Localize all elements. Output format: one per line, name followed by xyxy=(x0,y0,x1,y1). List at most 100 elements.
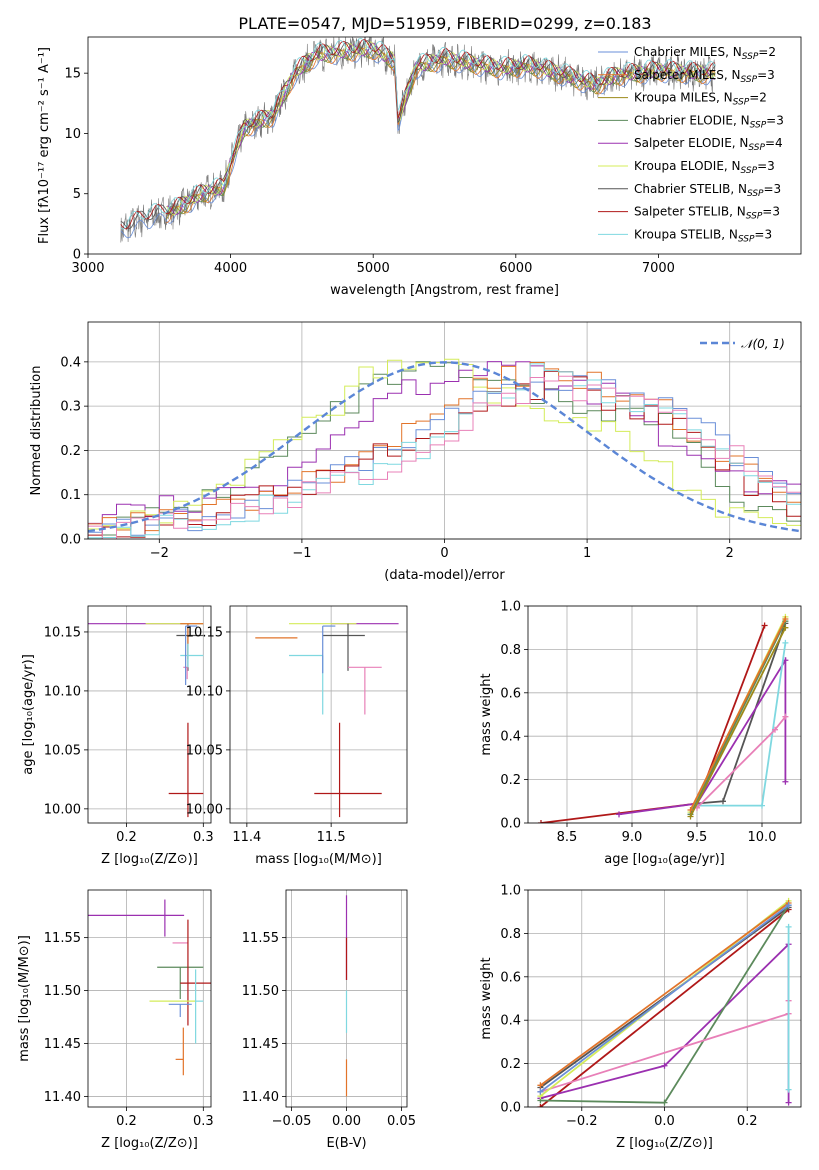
panel-age-vs-Z: 0.2 0.3 10.00 10.05 10.10 10.15 Z [log₁₀(Z/Z⊙)… xyxy=(21,606,214,867)
x-tick-label: 0.0 xyxy=(654,1114,675,1129)
y-tick-label: 11.40 xyxy=(242,1090,279,1105)
weight-marker-kroupa_stelib xyxy=(782,640,788,646)
x-tick-label: −0.05 xyxy=(272,1114,312,1129)
plot-area xyxy=(255,624,398,817)
x-tick-label: 8.5 xyxy=(557,830,578,845)
x-tick-label: 0 xyxy=(440,546,448,561)
x-tick-label: 10.0 xyxy=(748,830,777,845)
legend-label: Kroupa STELIB, NSSP=3 xyxy=(634,227,772,244)
y-axis-label: Normed distribution xyxy=(29,366,44,496)
x-axis-label: (data-model)/error xyxy=(384,568,505,583)
x-axis-label: wavelength [Angstrom, rest frame] xyxy=(330,283,559,298)
spectrum-legend: Chabrier MILES, NSSP=2 Salpeter MILES, NS… xyxy=(598,45,784,244)
weight-line-salpeter_miles xyxy=(691,619,786,810)
weight-marker-salpeter_elodie xyxy=(786,1100,792,1106)
legend-label: Salpeter ELODIE, NSSP=4 xyxy=(634,136,783,153)
x-tick-label: 0.05 xyxy=(387,1114,416,1129)
y-tick-label: 0.4 xyxy=(500,730,521,745)
x-tick-label: 1 xyxy=(583,546,591,561)
legend-label: Salpeter STELIB, NSSP=3 xyxy=(634,205,780,222)
x-tick-label: 5000 xyxy=(357,261,390,276)
y-tick-label: 11.45 xyxy=(44,1037,81,1052)
legend-label: Chabrier MILES, NSSP=2 xyxy=(634,45,776,62)
x-tick-label: 0.00 xyxy=(332,1114,361,1129)
y-tick-label: 10.10 xyxy=(186,684,223,699)
x-tick-label: 11.5 xyxy=(317,830,346,845)
y-tick-label: 10.00 xyxy=(44,802,81,817)
y-tick-label: 10.05 xyxy=(186,743,223,758)
y-tick-label: 0.8 xyxy=(500,643,521,658)
y-tick-label: 0.6 xyxy=(500,970,521,985)
y-tick-label: 11.55 xyxy=(242,931,279,946)
x-tick-label: 0.2 xyxy=(116,1114,137,1129)
y-tick-label: 0.6 xyxy=(500,686,521,701)
x-tick-label: −1 xyxy=(292,546,311,561)
x-tick-label: −2 xyxy=(150,546,169,561)
weight-line-kroupa_miles xyxy=(691,628,786,817)
y-tick-label: 0.8 xyxy=(500,927,521,942)
model-spectrum-salpeter_miles xyxy=(166,48,715,222)
y-axis-label: age [log₁₀(age/yr)] xyxy=(21,654,36,775)
weight-marker-chabrier_stelib xyxy=(720,798,726,804)
x-tick-label: 2 xyxy=(726,546,734,561)
x-tick-label: −0.2 xyxy=(566,1114,598,1129)
y-tick-label: 11.40 xyxy=(44,1090,81,1105)
x-axis-label: Z [log₁₀(Z/Z⊙)] xyxy=(101,852,198,867)
y-tick-label: 0.4 xyxy=(60,355,81,370)
legend-label: Chabrier ELODIE, NSSP=3 xyxy=(634,113,784,130)
panel-age-vs-mass: 11.4 11.5 10.00 10.05 10.10 10.15 mass [log₁₀(… xyxy=(186,606,407,867)
legend-label: Kroupa MILES, NSSP=2 xyxy=(634,91,767,108)
x-tick-label: 0.2 xyxy=(737,1114,758,1129)
x-tick-label: 7000 xyxy=(642,261,675,276)
x-tick-label: 0.3 xyxy=(193,830,214,845)
x-tick-label: 0.3 xyxy=(193,1114,214,1129)
panel-massweight-vs-Z: −0.2 0.0 0.2 0.0 0.2 0.4 0.6 0.8 1.0 Z [log₁₀(Z/Z… xyxy=(479,884,801,1152)
y-tick-label: 11.50 xyxy=(242,984,279,999)
axes-frame xyxy=(88,890,211,1107)
y-tick-label: 0.2 xyxy=(500,773,521,788)
x-axis-label: E(B-V) xyxy=(326,1136,366,1151)
y-tick-label: 0.0 xyxy=(500,817,521,832)
plot-area xyxy=(88,624,203,817)
plot-area xyxy=(88,900,211,1076)
figure-title: PLATE=0547, MJD=51959, FIBERID=0299, z=0… xyxy=(238,14,651,33)
figure-canvas: PLATE=0547, MJD=51959, FIBERID=0299, z=0… xyxy=(0,0,819,1170)
axes-frame xyxy=(230,606,407,823)
panel-massweight-vs-age: 8.5 9.0 9.5 10.0 0.0 0.2 0.4 0.6 0.8 1.0 age [log₁… xyxy=(479,600,801,868)
y-tick-label: 11.45 xyxy=(242,1037,279,1052)
y-tick-label: 0.3 xyxy=(60,400,81,415)
y-tick-label: 11.55 xyxy=(44,931,81,946)
y-tick-label: 10.00 xyxy=(186,802,223,817)
y-tick-label: 5 xyxy=(73,187,81,202)
y-tick-label: 1.0 xyxy=(500,884,521,899)
y-tick-label: 0.1 xyxy=(60,488,81,503)
legend-label: 𝒩(0, 1) xyxy=(741,337,785,351)
panel-spectrum: 3000 4000 5000 6000 7000 0 5 10 15 wavelength [An… xyxy=(37,32,801,298)
x-tick-label: 0.2 xyxy=(116,830,137,845)
weight-line-chabrier_elodie xyxy=(691,621,786,814)
y-tick-label: 0.4 xyxy=(500,1014,521,1029)
y-axis-label: Flux [fλ10⁻¹⁷ erg cm⁻² s⁻¹ A⁻¹] xyxy=(37,47,52,244)
y-tick-label: 10 xyxy=(64,127,81,142)
panel-residuals: −2 −1 0 1 20.00.10.20.30.4(data-model)/error… xyxy=(29,322,801,583)
x-axis-label: Z [log₁₀(Z/Z⊙)] xyxy=(616,1136,713,1151)
weight-marker-kroupa_stelib xyxy=(759,803,765,809)
panel-mass-vs-ebv: −0.05 0.00 0.05 11.40 11.45 11.50 11.55 E(B-V) xyxy=(242,890,416,1151)
y-axis-label: mass [log₁₀(M/M⊙)] xyxy=(17,935,32,1062)
y-tick-label: 0 xyxy=(73,248,81,263)
x-tick-label: 3000 xyxy=(71,261,104,276)
y-tick-label: 0.2 xyxy=(60,444,81,459)
y-axis-label: mass weight xyxy=(479,957,494,1039)
weight-line-salpeter_stelib xyxy=(541,626,765,824)
y-tick-label: 10.15 xyxy=(44,625,81,640)
x-axis-label: Z [log₁₀(Z/Z⊙)] xyxy=(101,1136,198,1151)
x-axis-label: age [log₁₀(age/yr)] xyxy=(604,852,725,867)
x-tick-label: 4000 xyxy=(214,261,247,276)
x-tick-label: 11.4 xyxy=(232,830,261,845)
y-tick-label: 1.0 xyxy=(500,600,521,615)
x-tick-label: 9.0 xyxy=(622,830,643,845)
x-axis-label: mass [log₁₀(M/M⊙)] xyxy=(255,852,382,867)
legend-label: Kroupa ELODIE, NSSP=3 xyxy=(634,159,775,176)
x-tick-label: 9.5 xyxy=(687,830,708,845)
residual-legend: 𝒩(0, 1) xyxy=(700,337,785,351)
